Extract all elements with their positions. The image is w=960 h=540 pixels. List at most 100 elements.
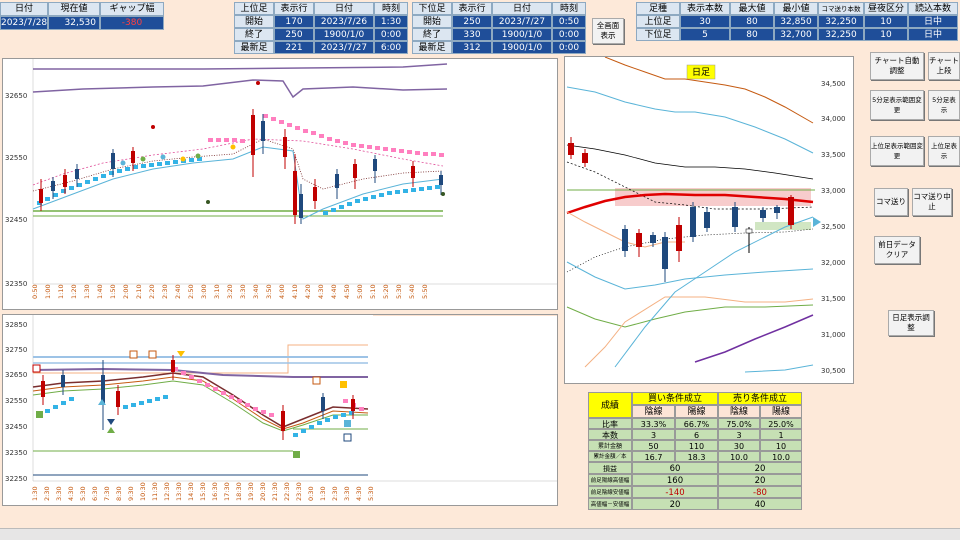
lower-row-rows: 312: [452, 41, 492, 54]
price-header: 現在値: [48, 2, 100, 16]
row-label: 本数: [588, 429, 632, 440]
koma-okuri-button[interactable]: コマ送り: [874, 188, 908, 216]
row-cell: 50: [632, 440, 675, 451]
lower-row-time: 0:50: [552, 15, 586, 28]
row-cell: 30: [718, 440, 760, 451]
info-header: コマ送り本数: [818, 2, 864, 15]
merged-buy: 160: [632, 474, 718, 486]
row-cell: 6: [675, 429, 718, 440]
x-tick: 2:50: [187, 284, 195, 299]
y-tick: 32650: [5, 92, 27, 100]
range-5min-b-button[interactable]: 5分足表示: [928, 90, 960, 120]
x-tick: 3:20: [226, 284, 234, 299]
y-tick: 32,000: [821, 259, 846, 267]
upper-row-time: 6:00: [374, 41, 408, 54]
x-tick: 16:30: [211, 482, 219, 501]
x-tick: 5:30: [79, 486, 87, 501]
info-cell[interactable]: 5: [680, 28, 730, 41]
info-cell[interactable]: 80: [730, 15, 774, 28]
upper-x-axis: 0:50 1:00 1:10 1:20 1:30 1:40 1:50 2:00 …: [31, 284, 429, 299]
subhead: 陰線: [718, 405, 760, 418]
clear-previous-day-button[interactable]: 前日データクリア: [874, 236, 920, 264]
lower-row-rows[interactable]: 250: [452, 15, 492, 28]
upper-timeframe-chart: 32650 32550 32450 32350: [2, 58, 558, 310]
y-tick: 34,500: [821, 80, 846, 88]
upper-row-label: 開始: [234, 15, 274, 28]
fullscreen-button[interactable]: 全画面 表示: [592, 18, 624, 44]
upper-row-rows: 221: [274, 41, 314, 54]
info-cell[interactable]: 80: [730, 28, 774, 41]
info-cell: 32,850: [774, 15, 818, 28]
x-tick: 5:50: [421, 284, 429, 299]
upper-range-b-button[interactable]: 上位足表示: [928, 136, 960, 166]
info-cell: 32,250: [818, 15, 864, 28]
x-tick: 1:30: [31, 486, 39, 501]
row-cell: 16.7: [632, 451, 675, 462]
x-tick: 3:00: [200, 284, 208, 299]
y-tick: 32750: [5, 346, 27, 354]
current-date: 2023/7/28: [0, 16, 48, 30]
upper-range-button[interactable]: 上位足表示範囲変更: [870, 136, 924, 166]
info-cell[interactable]: 30: [680, 15, 730, 28]
lower-row-date: 1900/1/0: [492, 28, 552, 41]
info-header: 昼夜区分: [864, 2, 908, 15]
row-cell: 18.3: [675, 451, 718, 462]
upper-header-kind: 上位足: [234, 2, 274, 15]
row-cell: 10.0: [760, 451, 802, 462]
y-tick: 32450: [5, 216, 27, 224]
x-tick: 9:30: [127, 486, 135, 501]
chart-upper-button[interactable]: チャート上段: [928, 52, 960, 80]
lower-row-date: 2023/7/27: [492, 15, 552, 28]
row-cell: 75.0%: [718, 418, 760, 429]
lower-chart-svg: 32850 32750 32650 32550 32450 32350 3225…: [5, 314, 557, 501]
merged-label: 前足陽線高値幅: [588, 474, 632, 486]
info-cell[interactable]: 日中: [908, 15, 958, 28]
x-tick: 2:30: [161, 284, 169, 299]
x-tick: 6:30: [91, 486, 99, 501]
info-cell[interactable]: 10: [864, 28, 908, 41]
x-tick: 3:40: [252, 284, 260, 299]
merged-sell: 20: [718, 474, 802, 486]
x-tick: 5:10: [369, 284, 377, 299]
lower-row-date: 1900/1/0: [492, 41, 552, 54]
subhead: 陰線: [632, 405, 675, 418]
range-5min-button[interactable]: 5分足表示範囲変更: [870, 90, 924, 120]
merged-sell: -80: [718, 486, 802, 498]
koma-okuri-stop-button[interactable]: コマ送り中止: [912, 188, 952, 216]
info-cell[interactable]: 10: [864, 15, 908, 28]
y-tick: 30,500: [821, 367, 846, 375]
x-tick: 14:30: [187, 482, 195, 501]
x-tick: 13:30: [175, 482, 183, 501]
upper-row-time: 1:30: [374, 15, 408, 28]
info-header: 足種: [636, 2, 680, 15]
x-tick: 4:30: [317, 284, 325, 299]
gap-value: -380: [100, 16, 164, 30]
lower-row-rows[interactable]: 330: [452, 28, 492, 41]
x-tick: 1:30: [83, 284, 91, 299]
merged-buy: 60: [632, 462, 718, 474]
x-tick: 1:50: [109, 284, 117, 299]
chart-auto-adjust-button[interactable]: チャート自動調整: [870, 52, 924, 80]
gap-header: ギャップ幅: [100, 2, 164, 16]
row-cell: 10: [760, 440, 802, 451]
x-tick: 2:30: [43, 486, 51, 501]
x-tick: 10:30: [139, 482, 147, 501]
upper-header-date: 日付: [314, 2, 374, 15]
upper-row-rows[interactable]: 170: [274, 15, 314, 28]
row-cell: 3: [718, 429, 760, 440]
row-cell: 33.3%: [632, 418, 675, 429]
y-tick: 33,500: [821, 151, 846, 159]
x-tick: 4:20: [304, 284, 312, 299]
upper-row-rows[interactable]: 250: [274, 28, 314, 41]
y-tick: 32350: [5, 449, 27, 457]
daily-adjust-button[interactable]: 日足表示調整: [888, 310, 934, 336]
results-table: 成績 買い条件成立 売り条件成立 陰線 陽線 陰線 陽線 比率 33.3% 66…: [588, 392, 802, 510]
info-cell[interactable]: 日中: [908, 28, 958, 41]
lower-header-date: 日付: [492, 2, 552, 15]
x-tick: 2:00: [122, 284, 130, 299]
x-tick: 15:30: [199, 482, 207, 501]
lower-row-label: 終了: [412, 28, 452, 41]
y-tick: 32550: [5, 154, 27, 162]
merged-label: 前足陰線安値幅: [588, 486, 632, 498]
x-tick: 4:50: [343, 284, 351, 299]
